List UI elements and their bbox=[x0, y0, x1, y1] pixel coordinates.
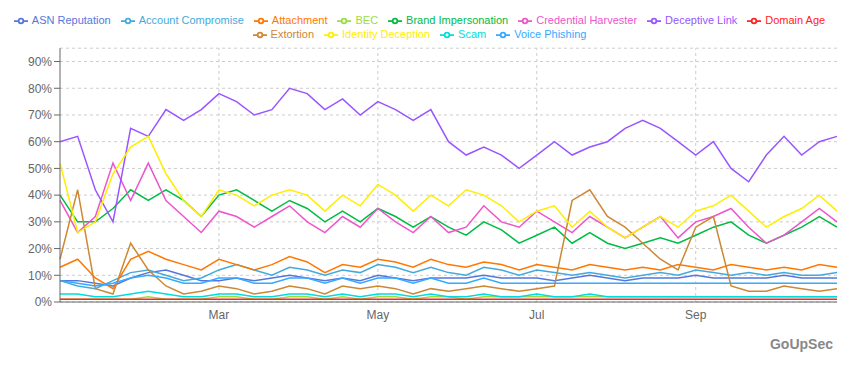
html-text:Domain Age: Domain Age bbox=[765, 14, 826, 26]
svg-text:10%: 10% bbox=[28, 269, 52, 283]
html-text:BEC: BEC bbox=[355, 14, 379, 26]
svg-text:30%: 30% bbox=[28, 215, 52, 229]
html-text:Identity Deception: Identity Deception bbox=[342, 28, 431, 41]
html-text:ASN Reputation: ASN Reputation bbox=[31, 14, 111, 26]
html-text:Account Compromise: Account Compromise bbox=[138, 14, 244, 26]
svg-text:Mar: Mar bbox=[209, 308, 230, 322]
svg-text:50%: 50% bbox=[28, 162, 52, 176]
svg-text:0%: 0% bbox=[35, 295, 53, 309]
svg-text:Jul: Jul bbox=[529, 308, 544, 322]
html-text:Credential Harvester: Credential Harvester bbox=[536, 14, 638, 26]
html-text:Extortion: Extortion bbox=[270, 28, 314, 41]
svg-text:40%: 40% bbox=[28, 188, 52, 202]
svg-text:Sep: Sep bbox=[685, 308, 707, 322]
svg-text:May: May bbox=[367, 308, 390, 322]
html-text:Deceptive Link: Deceptive Link bbox=[665, 14, 738, 26]
svg-text:90%: 90% bbox=[28, 55, 52, 69]
svg-text:60%: 60% bbox=[28, 135, 52, 149]
html-text:Brand Impersonation: Brand Impersonation bbox=[406, 14, 509, 26]
svg-text:80%: 80% bbox=[28, 82, 52, 96]
html-text:Attachment: Attachment bbox=[271, 14, 328, 26]
html-text:GoUpSec: GoUpSec bbox=[770, 336, 833, 352]
html-text:Voice Phishing: Voice Phishing bbox=[514, 28, 587, 41]
svg-text:20%: 20% bbox=[28, 242, 52, 256]
svg-text:70%: 70% bbox=[28, 108, 52, 122]
html-text:Scam: Scam bbox=[458, 28, 487, 41]
